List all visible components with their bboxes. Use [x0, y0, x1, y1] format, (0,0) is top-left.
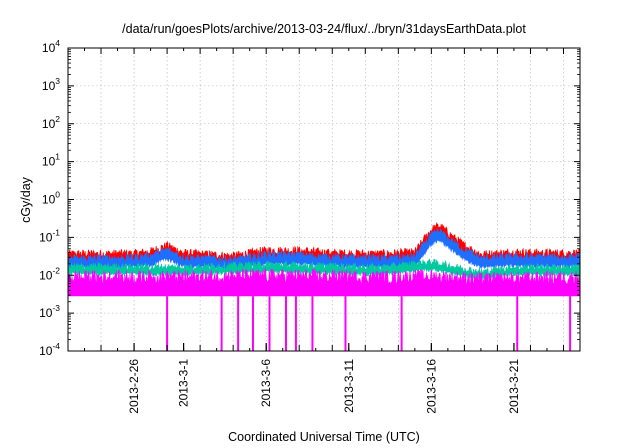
series-line	[67, 258, 581, 276]
data-series	[67, 221, 581, 351]
x-tick-label: 2013-3-21	[507, 359, 521, 414]
y-tick-label: 10-2	[39, 265, 60, 282]
axis-ticks	[67, 47, 581, 352]
series-line	[67, 267, 581, 288]
series-band	[68, 223, 580, 267]
y-tick-label: 10-1	[39, 227, 60, 244]
x-tick-label: 2013-3-16	[424, 359, 438, 414]
y-tick-label: 100	[42, 190, 60, 207]
x-tick-label: 2013-3-11	[342, 359, 356, 413]
y-axis-label: cGy/day	[19, 176, 33, 223]
x-tick-label: 2013-2-26	[127, 359, 141, 414]
series-band	[68, 229, 580, 272]
y-tick-label: 10-3	[39, 303, 60, 320]
y-tick-label: 102	[42, 114, 60, 131]
chart-title: /data/run/goesPlots/archive/2013-03-24/f…	[122, 22, 526, 36]
y-tick-label: 103	[42, 76, 60, 93]
x-tick-label: 2013-3-6	[259, 359, 273, 407]
x-tick-label: 2013-3-1	[177, 359, 191, 407]
series-line	[67, 228, 581, 265]
y-tick-label: 104	[42, 38, 60, 55]
y-tick-label: 10-4	[39, 341, 60, 358]
grid-lines	[67, 47, 580, 352]
y-tick-label: 101	[42, 152, 60, 169]
x-axis-label: Coordinated Universal Time (UTC)	[228, 430, 420, 444]
